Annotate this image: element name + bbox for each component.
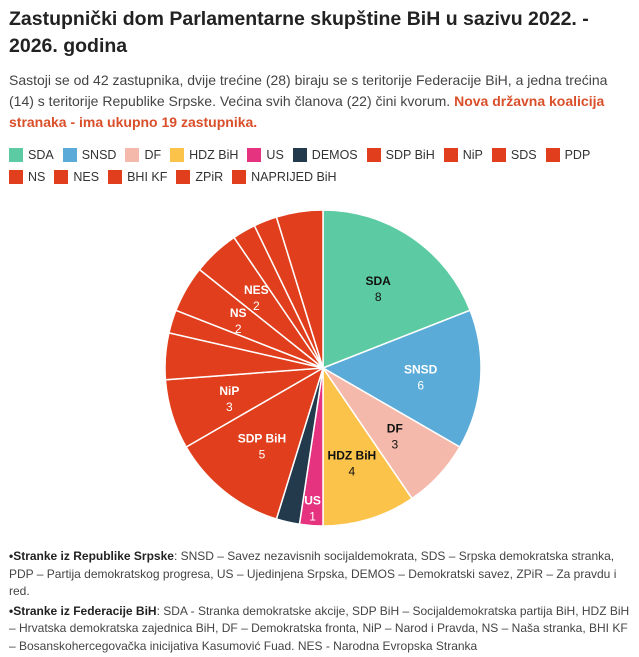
- slice-name-label: HDZ BiH: [328, 449, 377, 463]
- chart-legend: SDA SNSD DF HDZ BiH US DEMOS SDP BiH NiP SDS PDP N…: [9, 145, 634, 187]
- slice-name-label: SDA: [366, 274, 392, 288]
- intro-text: Sastoji se od 42 zastupnika, dvije treći…: [9, 72, 608, 109]
- legend-swatch: [62, 148, 77, 162]
- page-title: Zastupnički dom Parlamentarne skupštine …: [9, 8, 589, 57]
- legend-swatch: [108, 170, 123, 184]
- legend-swatch: [9, 148, 23, 162]
- legend-label: BHI KF: [127, 170, 168, 184]
- legend-label: ZPiR: [195, 170, 224, 184]
- slice-name-label: SNSD: [404, 362, 438, 376]
- slice-name-label: SDP BiH: [238, 432, 286, 446]
- legend-label: DF: [144, 148, 162, 162]
- slice-value-label: 2: [235, 322, 242, 336]
- pie-slice-sdp-bih[interactable]: [185, 366, 325, 520]
- legend-swatch: [491, 148, 506, 162]
- legend-label: SNSD: [81, 148, 117, 162]
- slice-value-label: 8: [375, 290, 382, 304]
- legend-item[interactable]: US: [247, 145, 284, 165]
- fbih-parties-note: •Stranke iz Federacije BiH: SDA - Strank…: [9, 603, 634, 656]
- slice-value-label: 2: [253, 299, 260, 313]
- legend-swatch: [292, 148, 307, 162]
- legend-item[interactable]: DF: [125, 145, 161, 165]
- footnotes: •Stranke iz Republike Srpske: SNSD – Sav…: [9, 548, 634, 657]
- slice-value-label: 3: [226, 400, 233, 414]
- legend-label: NS: [28, 170, 46, 184]
- slice-value-label: 4: [349, 465, 356, 479]
- pie-slice-hdz-bih[interactable]: [322, 365, 414, 527]
- legend-item[interactable]: PDP: [545, 145, 591, 165]
- legend-label: HDZ BiH: [189, 148, 239, 162]
- legend-item[interactable]: SDA: [9, 145, 54, 165]
- pie-slice-naprijed-bih[interactable]: [275, 209, 324, 369]
- legend-item[interactable]: NiP: [443, 145, 483, 165]
- legend-swatch: [247, 148, 262, 162]
- legend-label: NES: [73, 170, 100, 184]
- legend-item[interactable]: NES: [54, 167, 99, 187]
- legend-item[interactable]: SNSD: [62, 145, 117, 165]
- rs-parties-note: •Stranke iz Republike Srpske: SNSD – Sav…: [9, 548, 634, 601]
- legend-label: NiP: [462, 148, 483, 162]
- slice-value-label: 6: [417, 378, 424, 392]
- coalition-highlight: Nova državna koalicija stranaka - ima uk…: [9, 93, 605, 130]
- slice-name-label: NES: [244, 283, 269, 297]
- legend-swatch: [9, 170, 23, 184]
- rs-parties-label: •Stranke iz Republike Srpske: [9, 549, 174, 563]
- intro-paragraph: Sastoji se od 42 zastupnika, dvije treći…: [9, 70, 631, 133]
- legend-swatch: [54, 170, 69, 184]
- legend-label: PDP: [564, 148, 591, 162]
- legend-swatch: [443, 148, 458, 162]
- slice-value-label: 5: [259, 448, 266, 462]
- legend-label: SDP BiH: [385, 148, 435, 162]
- fbih-parties-label: •Stranke iz Federacije BiH: [9, 603, 157, 618]
- rs-parties-text: : SNSD – Savez nezavisnih socijaldemokra…: [9, 549, 617, 598]
- legend-item[interactable]: DEMOS: [292, 145, 358, 165]
- slice-value-label: 1: [309, 510, 316, 524]
- slice-name-label: NS: [230, 306, 247, 320]
- pie-slice-snsd[interactable]: [321, 309, 482, 449]
- legend-item[interactable]: SDP BiH: [366, 145, 435, 165]
- legend-item[interactable]: NAPRIJED BiH: [232, 167, 337, 187]
- slice-name-label: DF: [387, 422, 403, 436]
- legend-label: DEMOS: [311, 148, 358, 162]
- slice-name-label: NiP: [219, 384, 239, 398]
- legend-swatch: [170, 148, 185, 162]
- legend-swatch: [366, 148, 381, 162]
- legend-swatch: [232, 170, 247, 184]
- legend-item[interactable]: NS: [9, 167, 45, 187]
- legend-label: SDA: [28, 148, 54, 162]
- legend-label: NAPRIJED BiH: [251, 170, 337, 184]
- pie-chart: SDA 8 SNSD 6 DF 3 HDZ BiH 4 US 1 SDP BiH 5 NiP 3 NS 2 NE…: [164, 209, 482, 527]
- legend-label: US: [266, 148, 284, 162]
- legend-item[interactable]: ZPiR: [176, 167, 223, 187]
- legend-item[interactable]: HDZ BiH: [170, 145, 238, 165]
- legend-swatch: [545, 148, 560, 162]
- legend-label: SDS: [510, 148, 537, 162]
- legend-item[interactable]: SDS: [491, 145, 537, 165]
- slice-name-label: US: [304, 494, 321, 508]
- legend-item[interactable]: BHI KF: [108, 167, 167, 187]
- legend-swatch: [125, 148, 140, 162]
- slice-value-label: 3: [391, 438, 398, 452]
- pie-slice-sda[interactable]: [322, 209, 472, 370]
- legend-swatch: [176, 170, 191, 184]
